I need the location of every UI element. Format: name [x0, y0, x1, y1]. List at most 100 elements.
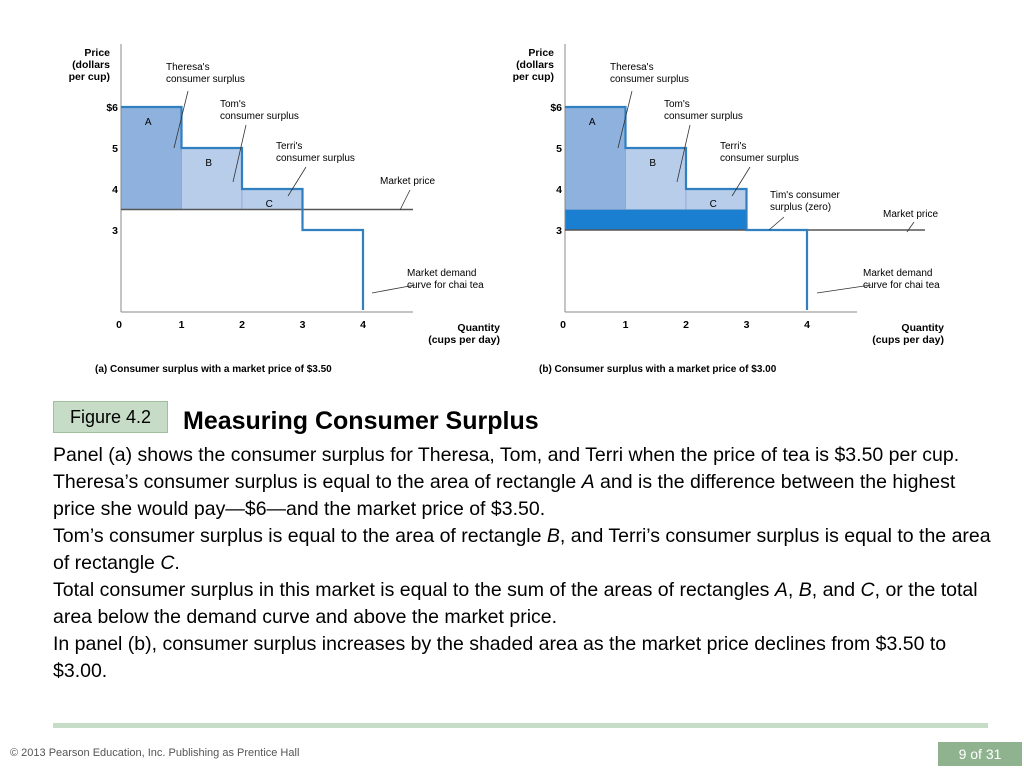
description-text-run: . [174, 552, 180, 574]
annotation-leader-market-price [399, 189, 411, 211]
surplus-label-c: C [266, 199, 273, 210]
description-text-run: Theresa’s consumer surplus is equal to t… [53, 471, 582, 493]
description-text-run: In panel (b), consumer surplus increases… [53, 633, 947, 682]
demand-curve [565, 105, 809, 310]
description-text-run: A [581, 471, 595, 493]
y-tick-label: 5 [556, 143, 562, 155]
annotation-leader-demand [816, 284, 872, 294]
annotation-leader-terri [287, 166, 307, 197]
annotation-terri: consumer surplus [276, 153, 355, 164]
annotation-leader-theresa [617, 90, 633, 149]
x-tick-label: 3 [300, 319, 306, 331]
annotation-tim: Tim's consumer [770, 190, 841, 201]
figure-title: Measuring Consumer Surplus [183, 407, 539, 435]
description-text-run: Total consumer surplus in this market is… [53, 579, 775, 601]
x-tick-label: 1 [179, 319, 185, 331]
description-paragraph: Panel (a) shows the consumer surplus for… [53, 442, 998, 469]
divider [53, 723, 988, 728]
x-tick-label: 4 [360, 319, 366, 331]
y-tick-label: 4 [112, 184, 118, 196]
description-text-run: and is the difference between the highes… [53, 471, 956, 520]
annotation-leader-tom [232, 124, 247, 183]
surplus-label-a: A [145, 117, 152, 128]
description-text-run: , and Terri’s consumer surplus is equal … [53, 525, 991, 574]
y-tick-label: $6 [106, 102, 118, 114]
description-text-run: B [798, 579, 812, 601]
x-tick-label: 0 [560, 319, 566, 331]
chart-caption: (a) Consumer surplus with a market price… [95, 364, 332, 375]
annotation-market-price: Market price [883, 209, 938, 220]
surplus-rect-b [181, 147, 243, 210]
annotation-theresa: Theresa's [166, 62, 210, 73]
annotation-theresa: consumer surplus [610, 74, 689, 85]
annotation-terri: Terri's [276, 141, 302, 152]
description-text-run: C [160, 552, 175, 574]
figure-description: Panel (a) shows the consumer surplus for… [53, 442, 998, 685]
annotation-tim: surplus (zero) [770, 202, 831, 213]
description-text-run: , and [811, 579, 861, 601]
annotation-market-price: Market price [380, 176, 435, 187]
copyright-notice: © 2013 Pearson Education, Inc. Publishin… [10, 747, 300, 759]
y-tick-label: 5 [112, 143, 118, 155]
surplus-rect-a [120, 106, 182, 210]
y-axis-title: per cup) [69, 71, 110, 83]
description-text-run: , or the total area below the demand cur… [53, 579, 978, 628]
annotation-theresa: consumer surplus [166, 74, 245, 85]
x-tick-label: 3 [744, 319, 750, 331]
annotation-terri: consumer surplus [720, 153, 799, 164]
annotation-terri: Terri's [720, 141, 746, 152]
surplus-label-b: B [649, 158, 656, 169]
annotation-tom: Tom's [664, 99, 690, 110]
annotation-tom: Tom's [220, 99, 246, 110]
annotation-leader-terri [731, 166, 751, 197]
surplus-label-a: A [589, 117, 596, 128]
annotation-theresa: Theresa's [610, 62, 654, 73]
chart-panel-b: A B C $6 5 4 3 0 1 2 3 4 Price (dollars per cup) Quanti… [513, 36, 994, 381]
y-axis-title: Price [84, 47, 110, 59]
description-text-run: Tom’s consumer surplus is equal to the a… [53, 525, 547, 547]
description-text-run: C [860, 579, 875, 601]
surplus-rect-b [625, 147, 687, 210]
x-tick-label: 4 [804, 319, 810, 331]
y-tick-label: 3 [556, 225, 562, 237]
annotation-demand: Market demand [407, 268, 476, 279]
description-paragraph: Theresa’s consumer surplus is equal to t… [53, 469, 998, 523]
figure-label: Figure 4.2 [53, 401, 168, 433]
y-axis-title: (dollars [516, 59, 554, 71]
demand-curve [121, 105, 365, 310]
annotation-leader-tim [768, 216, 785, 231]
description-text-run: A [774, 579, 788, 601]
description-paragraph: In panel (b), consumer surplus increases… [53, 631, 998, 685]
description-text-run: B [546, 525, 560, 547]
annotation-tom: consumer surplus [220, 111, 299, 122]
annotation-leader-tom [676, 124, 691, 183]
annotation-demand: curve for chai tea [407, 280, 484, 291]
x-axis-title: (cups per day) [872, 334, 944, 346]
annotation-demand: curve for chai tea [863, 280, 940, 291]
y-axis-title: per cup) [513, 71, 554, 83]
annotation-tom: consumer surplus [664, 111, 743, 122]
y-tick-label: 3 [112, 225, 118, 237]
description-text-run: Panel (a) shows the consumer surplus for… [53, 444, 960, 466]
description-paragraph: Tom’s consumer surplus is equal to the a… [53, 523, 998, 577]
y-tick-label: 4 [556, 184, 562, 196]
x-axis-title: Quantity [457, 322, 500, 334]
annotation-leader-theresa [173, 90, 189, 149]
description-text-run: , [787, 579, 799, 601]
x-tick-label: 2 [239, 319, 245, 331]
y-axis-title: Price [528, 47, 554, 59]
chart-caption: (b) Consumer surplus with a market price… [539, 364, 777, 375]
description-paragraph: Total consumer surplus in this market is… [53, 577, 998, 631]
chart-panel-a: A B C $6 5 4 3 0 1 2 3 4 Price (dollars per cup) Quanti… [69, 36, 550, 381]
x-axis-title: Quantity [901, 322, 944, 334]
x-tick-label: 2 [683, 319, 689, 331]
x-tick-label: 0 [116, 319, 122, 331]
surplus-label-c: C [710, 199, 717, 210]
annotation-leader-demand [371, 284, 416, 294]
y-axis-title: (dollars [72, 59, 110, 71]
surplus-label-b: B [205, 158, 212, 169]
added-surplus-rect [565, 209, 747, 230]
annotation-demand: Market demand [863, 268, 932, 279]
